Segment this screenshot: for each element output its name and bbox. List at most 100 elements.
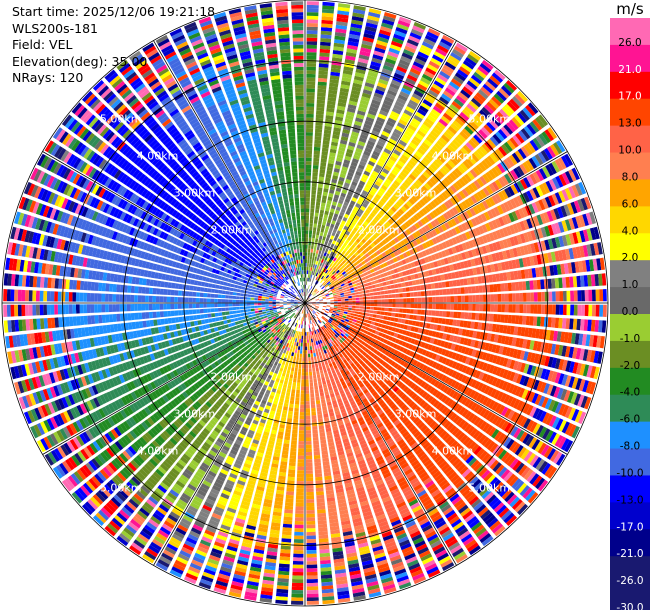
velocity-cell: [347, 171, 354, 178]
velocity-cell: [429, 211, 436, 219]
velocity-cell: [312, 422, 318, 427]
velocity-cell: [433, 51, 446, 60]
velocity-cell: [305, 379, 309, 383]
velocity-cell: [338, 243, 343, 248]
velocity-cell: [430, 283, 436, 289]
velocity-cell: [383, 148, 392, 155]
velocity-cell: [434, 317, 439, 324]
velocity-cell: [366, 306, 371, 310]
velocity-cell: [491, 167, 500, 178]
velocity-cell: [305, 266, 307, 271]
velocity-cell: [306, 270, 309, 275]
velocity-cell: [309, 223, 313, 227]
velocity-cell: [385, 211, 392, 218]
velocity-cell: [523, 144, 533, 156]
velocity-cell: [420, 291, 425, 297]
velocity-cell: [318, 63, 329, 68]
velocity-cell: [376, 85, 386, 93]
velocity-cell: [365, 218, 371, 224]
velocity-cell: [337, 277, 342, 281]
velocity-cell: [478, 129, 488, 139]
velocity-cell: [312, 349, 316, 354]
velocity-cell: [306, 26, 318, 31]
velocity-cell: [293, 415, 299, 420]
velocity-cell: [373, 183, 380, 190]
velocity-cell: [500, 314, 505, 323]
velocity-cell: [316, 107, 325, 112]
velocity-cell: [332, 216, 338, 222]
velocity-cell: [338, 199, 344, 205]
velocity-cell: [347, 191, 354, 197]
velocity-cell: [552, 291, 556, 302]
velocity-cell: [377, 307, 382, 311]
velocity-cell: [305, 146, 313, 151]
velocity-cell: [394, 190, 402, 197]
velocity-cell: [361, 223, 367, 230]
velocity-cell: [440, 203, 448, 212]
velocity-cell: [320, 30, 332, 36]
velocity-cell: [323, 133, 331, 138]
velocity-cell: [452, 75, 464, 85]
velocity-cell: [323, 272, 327, 277]
velocity-cell: [316, 370, 320, 375]
velocity-cell: [544, 291, 549, 302]
velocity-cell: [359, 303, 364, 306]
velocity-cell: [533, 316, 538, 326]
velocity-cell: [378, 319, 384, 324]
velocity-cell: [319, 209, 325, 214]
velocity-cell: [363, 283, 369, 287]
velocity-cell: [306, 66, 316, 71]
velocity-cell: [403, 245, 409, 252]
velocity-cell: [299, 412, 305, 416]
velocity-cell: [355, 224, 361, 230]
velocity-cell: [296, 353, 300, 358]
velocity-cell: [515, 304, 520, 313]
velocity-cell: [374, 299, 378, 303]
velocity-cell: [316, 407, 322, 412]
velocity-cell: [448, 280, 454, 287]
velocity-cell: [295, 502, 304, 507]
velocity-cell: [377, 113, 387, 120]
velocity-cell: [315, 238, 319, 243]
velocity-cell: [334, 209, 340, 215]
velocity-cell: [317, 85, 327, 90]
velocity-cell: [326, 107, 335, 113]
velocity-cell: [325, 274, 330, 279]
velocity-cell: [446, 296, 451, 303]
velocity-cell: [296, 356, 299, 361]
velocity-cell: [387, 175, 394, 182]
velocity-cell: [430, 130, 439, 139]
velocity-cell: [363, 33, 375, 40]
velocity-cell: [306, 564, 318, 569]
velocity-cell: [305, 433, 312, 438]
velocity-cell: [462, 144, 472, 154]
velocity-cell: [424, 154, 434, 162]
velocity-cell: [367, 71, 378, 78]
velocity-cell: [315, 400, 321, 405]
velocity-cell: [584, 304, 589, 317]
velocity-cell: [395, 211, 402, 218]
velocity-cell: [328, 238, 333, 243]
velocity-cell: [375, 120, 384, 127]
velocity-cell: [296, 491, 304, 496]
velocity-cell: [335, 187, 342, 193]
velocity-cell: [424, 297, 429, 303]
velocity-cell: [421, 185, 429, 193]
velocity-cell: [420, 309, 425, 315]
velocity-cell: [410, 298, 415, 303]
velocity-cell: [484, 141, 494, 151]
velocity-cell: [316, 198, 321, 203]
velocity-cell: [305, 150, 313, 155]
velocity-cell: [377, 82, 388, 89]
velocity-cell: [415, 54, 428, 63]
velocity-cell: [354, 72, 365, 78]
velocity-cell: [393, 180, 401, 187]
velocity-cell: [546, 146, 556, 158]
velocity-cell: [322, 9, 334, 14]
velocity-cell: [348, 307, 352, 311]
velocity-cell: [463, 211, 470, 220]
velocity-cell: [364, 26, 377, 33]
velocity-cell: [461, 304, 465, 311]
velocity-cell: [310, 201, 315, 206]
velocity-cell: [358, 196, 365, 202]
